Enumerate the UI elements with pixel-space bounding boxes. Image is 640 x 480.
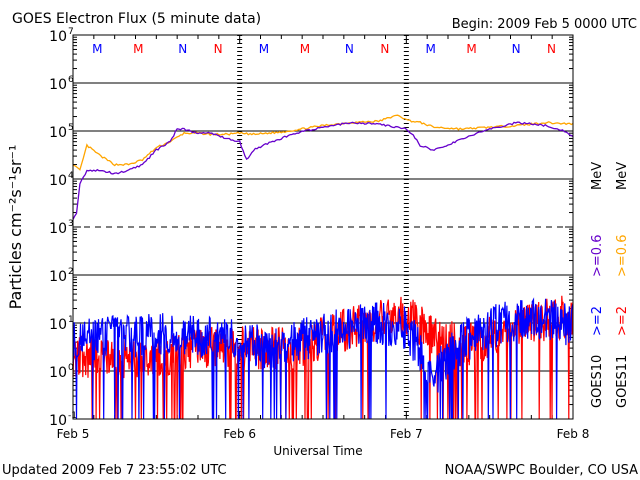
y-tick-exponent: 2 bbox=[68, 267, 74, 277]
y-tick-exponent: 5 bbox=[68, 123, 74, 133]
y-tick-exponent: -1 bbox=[68, 411, 77, 421]
x-tick-label: Feb 5 bbox=[57, 427, 90, 441]
eclipse-marker: M bbox=[92, 42, 102, 56]
legend-goes11-mev: MeV bbox=[615, 162, 630, 190]
legend: GOES10 >=2 >=0.6 MeV GOES11 >=2 >=0.6 Me… bbox=[590, 162, 630, 408]
x-tick-label: Feb 7 bbox=[390, 427, 423, 441]
y-tick-label: 10 bbox=[49, 413, 67, 429]
series-line-goes10-0-6-mev bbox=[72, 121, 574, 220]
eclipse-marker: N bbox=[214, 42, 223, 56]
plot-frame bbox=[72, 34, 574, 420]
legend-goes11-06mev: >=0.6 bbox=[615, 235, 630, 277]
series-line-goes10-2-mev bbox=[72, 297, 574, 420]
y-tick-label: 10 bbox=[49, 173, 67, 189]
y-axis-label: Particles cm⁻²s⁻¹sr⁻¹ bbox=[6, 145, 25, 310]
y-tick-label: 10 bbox=[49, 29, 67, 45]
y-tick-label: 10 bbox=[49, 77, 67, 93]
legend-goes10-2mev: >=2 bbox=[590, 306, 605, 336]
eclipse-marker: N bbox=[380, 42, 389, 56]
eclipse-marker: M bbox=[300, 42, 310, 56]
legend-goes11: GOES11 bbox=[615, 355, 630, 408]
y-tick-exponent: 1 bbox=[68, 315, 74, 325]
y-tick-exponent: 6 bbox=[68, 75, 74, 85]
y-tick-exponent: 0 bbox=[68, 363, 74, 373]
eclipse-marker: M bbox=[259, 42, 269, 56]
source-text: NOAA/SWPC Boulder, CO USA bbox=[445, 463, 638, 478]
chart-title: GOES Electron Flux (5 minute data) bbox=[12, 11, 261, 27]
eclipse-marker: N bbox=[178, 42, 187, 56]
x-tick-label: Feb 6 bbox=[223, 427, 256, 441]
x-axis-label: Universal Time bbox=[273, 444, 362, 458]
legend-goes10-mev: MeV bbox=[590, 162, 605, 190]
y-tick-exponent: 7 bbox=[68, 27, 74, 37]
legend-goes10: GOES10 bbox=[590, 355, 605, 408]
updated-text: Updated 2009 Feb 7 23:55:02 UTC bbox=[2, 463, 227, 478]
y-tick-exponent: 4 bbox=[68, 171, 74, 181]
legend-goes11-2mev: >=2 bbox=[615, 306, 630, 336]
begin-time: Begin: 2009 Feb 5 0000 UTC bbox=[452, 17, 637, 32]
y-tick-label: 10 bbox=[49, 269, 67, 285]
y-tick-label: 10 bbox=[49, 221, 67, 237]
eclipse-marker: N bbox=[345, 42, 354, 56]
eclipse-marker: N bbox=[512, 42, 521, 56]
series-line-goes11-2-mev bbox=[72, 295, 574, 420]
eclipse-marker: N bbox=[547, 42, 556, 56]
y-tick-exponent: 3 bbox=[68, 219, 74, 229]
y-tick-label: 10 bbox=[49, 125, 67, 141]
eclipse-marker: M bbox=[133, 42, 143, 56]
y-tick-label: 10 bbox=[49, 365, 67, 381]
eclipse-marker: M bbox=[425, 42, 435, 56]
x-tick-label: Feb 8 bbox=[557, 427, 590, 441]
eclipse-marker: M bbox=[466, 42, 476, 56]
legend-goes10-06mev: >=0.6 bbox=[590, 235, 605, 277]
series-line-goes11-0-6-mev bbox=[72, 114, 574, 171]
y-tick-label: 10 bbox=[49, 317, 67, 333]
